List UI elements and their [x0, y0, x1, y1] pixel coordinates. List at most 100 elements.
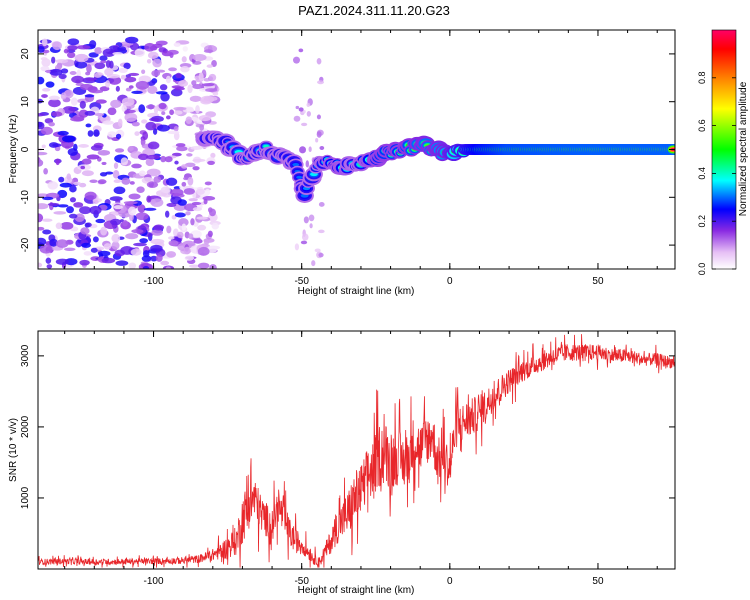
noise-blob: [97, 149, 111, 156]
noise-blob: [125, 36, 139, 44]
noise-blob: [99, 86, 110, 92]
noise-blob: [128, 206, 137, 216]
noise-blob: [160, 92, 170, 102]
noise-blob: [301, 233, 309, 241]
noise-blob: [147, 51, 159, 60]
noise-blob: [190, 230, 202, 239]
colorbar-ticks: 0.0 0.2 0.4 0.6 0.8: [697, 72, 736, 275]
noise-blob: [155, 254, 163, 262]
noise-blob: [103, 243, 112, 250]
noise-blob: [164, 156, 173, 163]
noise-blob: [112, 170, 120, 179]
noise-blob: [174, 160, 179, 165]
spectrogram-y-axis: -20 -10 0 10 20: [20, 48, 675, 252]
noise-blob: [166, 225, 172, 234]
noise-blob: [143, 207, 157, 211]
noise-blob: [178, 218, 189, 227]
snr-x-tick-label: -50: [294, 576, 309, 587]
noise-blob: [135, 80, 150, 90]
noise-blob: [169, 188, 184, 197]
noise-blob: [58, 176, 65, 183]
noise-blob: [175, 143, 186, 148]
colorbar-gradient: [711, 29, 737, 270]
noise-blob: [124, 112, 138, 122]
noise-blob: [145, 121, 157, 131]
noise-blob: [173, 42, 181, 47]
noise-blob: [46, 264, 53, 269]
noise-blob: [137, 153, 149, 161]
noise-blob: [111, 233, 121, 243]
noise-blob: [115, 85, 120, 92]
noise-blob: [101, 161, 107, 166]
noise-blob: [85, 222, 92, 228]
noise-blob: [38, 113, 45, 117]
noise-blob: [293, 115, 301, 122]
snr-y-tick-label: 3000: [20, 344, 31, 367]
noise-blob: [145, 158, 155, 167]
noise-blob: [184, 162, 196, 168]
noise-blob: [125, 233, 139, 240]
spectrogram-x-axis: -100 -50 0 50: [64, 30, 658, 287]
figure-title: PAZ1.2024.311.11.20.G23: [298, 3, 450, 18]
noise-blob: [169, 109, 175, 116]
noise-blob: [182, 46, 188, 52]
noise-blob: [66, 173, 72, 180]
noise-blob: [192, 54, 207, 62]
noise-blob: [175, 72, 182, 79]
spectrogram-y-tick-label: -20: [20, 237, 31, 252]
noise-blob: [79, 100, 86, 109]
noise-blob: [81, 158, 92, 165]
noise-blob: [131, 121, 140, 127]
noise-blob: [150, 198, 164, 208]
spectrogram-x-tick-label: 0: [447, 276, 453, 287]
noise-blob: [73, 181, 81, 186]
noise-blob: [38, 121, 45, 130]
noise-blob: [47, 202, 60, 207]
noise-blob: [149, 117, 160, 122]
noise-blob: [173, 125, 179, 132]
spectrogram-y-tick-label: 0: [20, 146, 31, 152]
noise-blob: [101, 257, 116, 264]
noise-blob: [131, 163, 142, 169]
noise-blob: [63, 48, 69, 54]
noise-blob: [211, 60, 217, 68]
noise-blob: [105, 80, 111, 88]
noise-blob: [155, 91, 168, 95]
noise-blob: [190, 146, 203, 151]
noise-blob: [76, 45, 91, 50]
noise-blob: [86, 154, 100, 160]
noise-blob: [38, 76, 45, 85]
noise-blob: [45, 70, 51, 74]
snr-y-tick-label: 1000: [20, 486, 31, 509]
noise-blob: [99, 172, 108, 177]
noise-blob: [90, 144, 103, 151]
noise-blob: [157, 124, 170, 132]
noise-blob: [118, 67, 128, 73]
noise-blob: [203, 78, 211, 82]
noise-blob: [202, 196, 216, 201]
noise-blob: [315, 138, 319, 143]
noise-blob: [188, 264, 200, 268]
noise-blob: [89, 40, 97, 48]
noise-blob: [207, 160, 215, 165]
noise-blob: [318, 252, 324, 258]
noise-blob: [113, 162, 119, 170]
snr-frame: [37, 330, 676, 570]
noise-blob: [168, 67, 177, 72]
noise-blob: [124, 76, 137, 83]
noise-blob: [196, 216, 208, 220]
noise-blob: [206, 64, 214, 68]
noise-blob: [165, 266, 171, 269]
noise-blob: [79, 206, 92, 215]
noise-blob: [158, 102, 167, 110]
noise-blob: [85, 77, 97, 81]
noise-blob: [183, 176, 189, 181]
noise-blob: [41, 94, 48, 98]
noise-blob: [68, 213, 78, 219]
colorbar-tick-label: 0.6: [697, 119, 707, 132]
spectrogram-x-tick-label: -50: [294, 276, 309, 287]
noise-blob: [38, 98, 44, 104]
noise-blob: [146, 154, 160, 160]
noise-blob: [191, 80, 197, 86]
noise-blob: [85, 71, 91, 76]
